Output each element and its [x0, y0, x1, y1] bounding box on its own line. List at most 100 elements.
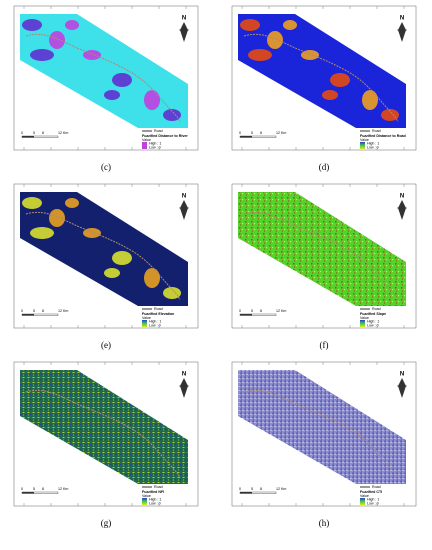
scale-label: 8 [260, 309, 262, 313]
legend-ramp [360, 498, 365, 505]
panel-label: (c) [101, 162, 111, 172]
feature [104, 268, 120, 278]
map-features [22, 19, 181, 121]
legend-ramp [360, 142, 365, 149]
legend-road-label: Road [372, 129, 381, 133]
scale-label: 0 [239, 131, 241, 135]
scale-bar [22, 136, 34, 138]
map-frame [231, 361, 417, 507]
legend-low: Low : 0 [367, 323, 379, 327]
scale-label: 8 [42, 487, 44, 491]
road [25, 212, 181, 301]
map-area [20, 14, 188, 128]
scale-label: 0 [21, 487, 23, 491]
legend-title: Fuzzified CTI [360, 490, 382, 494]
north-label: N [400, 194, 404, 200]
legend-low: Low : 0 [149, 323, 161, 327]
scale-label: 12 Km [276, 487, 286, 491]
feature [248, 49, 272, 61]
map-area [20, 192, 188, 306]
scale-label: 5 [33, 131, 35, 135]
map-area [238, 14, 406, 128]
north-arrow [180, 22, 188, 42]
scale-label: 8 [260, 487, 262, 491]
legend-low: Low : 0 [367, 145, 379, 149]
legend-value: Value [360, 138, 369, 142]
north-arrow [398, 378, 406, 398]
road [25, 34, 181, 123]
feature [83, 228, 101, 238]
legend-high: High : 1 [149, 319, 161, 323]
legend-title: Fuzzified Distance to River [142, 134, 188, 138]
legend-title: Fuzzified Slope [360, 312, 386, 316]
scale-label: 5 [33, 309, 35, 313]
feature [65, 198, 79, 208]
legend-high: High : 1 [149, 141, 161, 145]
legend-low: Low : 0 [149, 145, 161, 149]
feature [283, 20, 297, 30]
legend-low: Low : 0 [367, 501, 379, 505]
scale-label: 12 Km [58, 309, 68, 313]
feature [144, 268, 160, 288]
north-label: N [400, 16, 404, 22]
legend-ramp [142, 142, 147, 149]
legend-ramp [142, 320, 147, 327]
panel-label: (h) [319, 518, 330, 528]
panel-label: (g) [101, 518, 112, 528]
map-frame [231, 183, 417, 329]
scale-label: 12 Km [276, 131, 286, 135]
map-features [22, 197, 181, 299]
legend-road-label: Road [154, 129, 163, 133]
legend-title: Fuzzified Elevation [142, 312, 174, 316]
legend-high: High : 1 [367, 141, 379, 145]
north-label: N [182, 16, 186, 22]
map-area [20, 370, 188, 484]
feature [104, 90, 120, 100]
feature [330, 73, 350, 87]
map-frame [13, 5, 199, 151]
map-frame [231, 5, 417, 151]
scale-label: 8 [42, 309, 44, 313]
legend-low: Low : 0 [149, 501, 161, 505]
scale-label: 8 [260, 131, 262, 135]
north-label: N [400, 372, 404, 378]
scale-label: 12 Km [58, 487, 68, 491]
legend-road-label: Road [372, 307, 381, 311]
scale-label: 8 [42, 131, 44, 135]
feature [322, 90, 338, 100]
feature [144, 90, 160, 110]
legend-value: Value [142, 494, 151, 498]
scale-bar [240, 492, 252, 494]
legend-value: Value [142, 316, 151, 320]
legend-ramp [142, 498, 147, 505]
scale-label: 0 [21, 131, 23, 135]
scale-bar [240, 314, 252, 316]
feature [163, 109, 181, 121]
feature [22, 19, 42, 31]
panel-label: (d) [319, 162, 330, 172]
scale-label: 5 [251, 487, 253, 491]
scale-label: 0 [239, 487, 241, 491]
north-arrow [180, 378, 188, 398]
scale-bar [240, 136, 252, 138]
north-label: N [182, 372, 186, 378]
road [25, 390, 181, 479]
panel-label: (e) [101, 340, 111, 350]
scale-label: 12 Km [276, 309, 286, 313]
feature [267, 31, 283, 49]
scale-label: 12 Km [58, 131, 68, 135]
road [243, 212, 399, 301]
feature [65, 20, 79, 30]
scale-label: 0 [239, 309, 241, 313]
north-arrow [398, 22, 406, 42]
legend-road-label: Road [154, 307, 163, 311]
map-features [240, 19, 399, 121]
scale-label: 5 [33, 487, 35, 491]
legend-high: High : 1 [367, 319, 379, 323]
legend-value: Value [360, 494, 369, 498]
